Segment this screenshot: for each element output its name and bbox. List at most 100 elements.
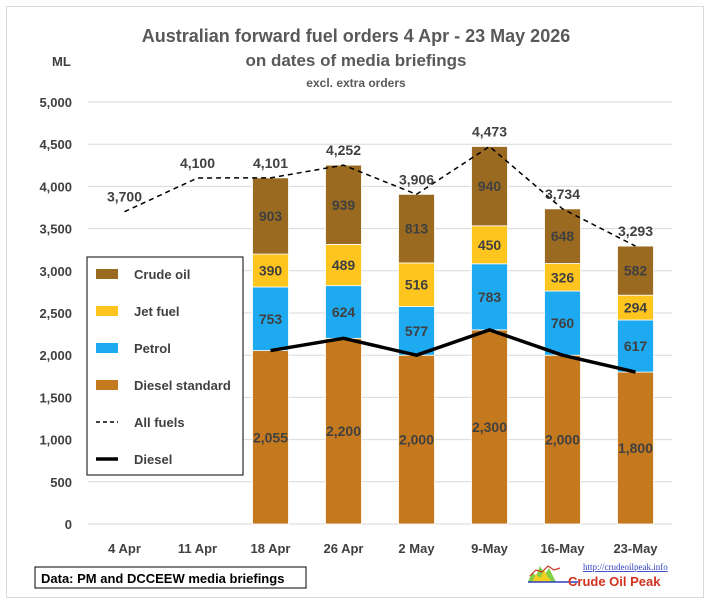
y-tick-label: 4,000 xyxy=(39,179,72,194)
bar-label-jet-fuel: 326 xyxy=(551,269,575,285)
bar-label-diesel-standard: 2,000 xyxy=(545,432,580,448)
y-axis-ticks: 0 500 1,000 1,500 2,000 2,500 3,000 3,500 4,000 4… xyxy=(39,95,72,532)
y-tick-label: 2,000 xyxy=(39,348,72,363)
bar-jet-fuel xyxy=(544,263,581,292)
data-labels: 2,055 753 390 903 2,200 624 489 939 2,000 577 516 8… xyxy=(107,123,653,456)
logo-name: Crude Oil Peak xyxy=(568,574,661,589)
legend-swatch-diesel-standard xyxy=(96,380,118,390)
bar-label-jet-fuel: 516 xyxy=(405,277,429,293)
bar-label-crude-oil: 813 xyxy=(405,221,429,237)
bar-label-jet-fuel: 450 xyxy=(478,237,502,253)
x-tick-label: 23-May xyxy=(613,541,658,556)
bar-label-petrol: 753 xyxy=(259,311,283,327)
bar-label-diesel-standard: 2,300 xyxy=(472,419,507,435)
bar-petrol xyxy=(617,319,654,373)
line-diesel xyxy=(270,328,636,374)
bar-diesel-standard xyxy=(398,354,435,525)
total-label: 3,700 xyxy=(107,189,142,205)
x-tick-label: 18 Apr xyxy=(251,541,291,556)
x-tick-label: 26 Apr xyxy=(324,541,364,556)
source-note-box xyxy=(34,566,307,589)
chart-subtitle: on dates of media briefings xyxy=(245,51,466,70)
bar-crude-oil xyxy=(471,146,508,227)
bar-label-petrol: 760 xyxy=(551,315,575,331)
y-tick-label: 3,500 xyxy=(39,222,72,237)
logo-url[interactable]: http://crudeoilpeak.info xyxy=(583,562,668,572)
bar-crude-oil xyxy=(325,164,362,245)
x-tick-label: 2 May xyxy=(398,541,435,556)
stacked-bars xyxy=(252,146,654,525)
bar-label-jet-fuel: 390 xyxy=(259,263,283,279)
bar-label-jet-fuel: 489 xyxy=(332,257,356,273)
bar-label-crude-oil: 940 xyxy=(478,178,502,194)
y-tick-label: 1,500 xyxy=(39,390,72,405)
bar-label-petrol: 577 xyxy=(405,323,429,339)
bar-petrol xyxy=(471,263,508,331)
total-label: 3,734 xyxy=(545,186,580,202)
legend-label-diesel: Diesel xyxy=(134,452,172,467)
chart-note: excl. extra orders xyxy=(306,76,406,90)
bar-petrol xyxy=(252,286,289,351)
legend-swatch-jet-fuel xyxy=(96,306,118,316)
bar-label-crude-oil: 582 xyxy=(624,263,648,279)
legend-label-crude-oil: Crude oil xyxy=(134,267,190,282)
x-tick-label: 9-May xyxy=(471,541,509,556)
bar-label-petrol: 617 xyxy=(624,338,648,354)
bar-diesel-standard xyxy=(617,371,654,525)
x-tick-label: 11 Apr xyxy=(178,541,217,556)
bar-crude-oil xyxy=(617,245,654,296)
y-tick-label: 2,500 xyxy=(39,306,72,321)
legend: Crude oil Jet fuel Petrol Diesel standard Al… xyxy=(86,256,244,476)
source-note: Data: PM and DCCEEW media briefings xyxy=(34,566,307,589)
x-tick-label: 4 Apr xyxy=(108,541,141,556)
bar-crude-oil xyxy=(398,193,435,264)
bar-petrol xyxy=(544,290,581,356)
bar-label-crude-oil: 939 xyxy=(332,197,356,213)
bar-diesel-standard xyxy=(252,350,289,525)
legend-swatch-crude-oil xyxy=(96,269,118,279)
y-tick-label: 500 xyxy=(50,475,72,490)
crude-oil-peak-logo: http://crudeoilpeak.info Crude Oil Peak xyxy=(528,562,668,589)
total-label: 4,252 xyxy=(326,142,361,158)
line-series xyxy=(124,145,636,374)
legend-box xyxy=(86,256,244,476)
bar-jet-fuel xyxy=(398,262,435,307)
bar-label-petrol: 624 xyxy=(332,304,356,320)
legend-swatch-petrol xyxy=(96,343,118,353)
legend-label-diesel-standard: Diesel standard xyxy=(134,378,231,393)
legend-label-petrol: Petrol xyxy=(134,341,171,356)
total-label: 4,473 xyxy=(472,123,507,139)
y-tick-label: 5,000 xyxy=(39,95,72,110)
bar-label-diesel-standard: 2,055 xyxy=(253,429,288,445)
bar-label-jet-fuel: 294 xyxy=(624,300,648,316)
logo-mountain-icon xyxy=(528,565,578,583)
bar-petrol xyxy=(398,306,435,356)
y-tick-label: 4,500 xyxy=(39,137,72,152)
y-tick-label: 1,000 xyxy=(39,433,72,448)
line-all-fuels xyxy=(124,145,636,247)
bar-label-diesel-standard: 2,200 xyxy=(326,423,361,439)
y-tick-label: 0 xyxy=(65,517,72,532)
legend-label-jet-fuel: Jet fuel xyxy=(134,304,180,319)
bar-label-diesel-standard: 1,800 xyxy=(618,440,653,456)
bar-jet-fuel xyxy=(252,253,289,288)
total-label: 3,293 xyxy=(618,223,653,239)
bar-crude-oil xyxy=(252,177,289,255)
total-label: 4,101 xyxy=(253,155,288,171)
bar-jet-fuel xyxy=(471,225,508,265)
source-note-text: Data: PM and DCCEEW media briefings xyxy=(41,571,284,586)
chart-title: Australian forward fuel orders 4 Apr - 2… xyxy=(142,26,570,46)
bar-label-crude-oil: 648 xyxy=(551,228,575,244)
y-axis-label: ML xyxy=(52,54,71,69)
x-tick-label: 16-May xyxy=(540,541,585,556)
y-tick-label: 3,000 xyxy=(39,264,72,279)
legend-label-all-fuels: All fuels xyxy=(134,415,185,430)
x-axis-ticks: 4 Apr 11 Apr 18 Apr 26 Apr 2 May 9-May 16-May 2… xyxy=(108,541,658,556)
bar-diesel-standard xyxy=(544,354,581,525)
bar-label-petrol: 783 xyxy=(478,289,502,305)
total-label: 4,100 xyxy=(180,155,215,171)
bar-label-crude-oil: 903 xyxy=(259,208,283,224)
bar-label-diesel-standard: 2,000 xyxy=(399,432,434,448)
total-label: 3,906 xyxy=(399,171,434,187)
